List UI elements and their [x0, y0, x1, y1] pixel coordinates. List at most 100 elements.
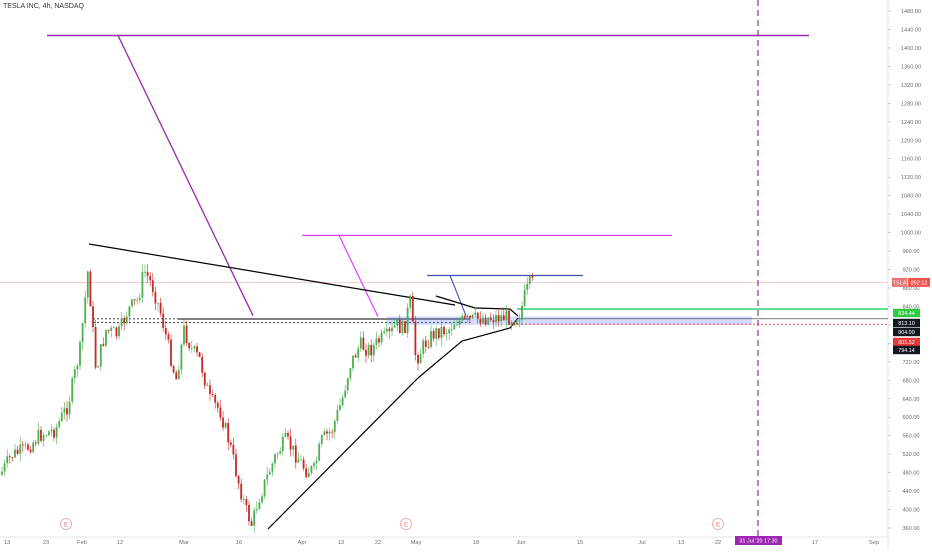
earnings-marker-icon[interactable]: [712, 518, 724, 530]
y-tick-label: 1440.00: [901, 27, 921, 33]
x-tick-label: 22: [375, 540, 381, 546]
candle-body: [435, 328, 438, 339]
candle-body: [333, 421, 336, 433]
candle-body: [404, 321, 406, 333]
price-badge-label: 813.10: [898, 321, 915, 327]
candle-body: [385, 328, 388, 332]
earnings-marker-icon[interactable]: [400, 518, 412, 530]
candle-body: [133, 299, 136, 301]
candle-body: [349, 368, 352, 379]
cursor-time-badge-bg: [735, 536, 782, 545]
candle-body: [203, 372, 206, 386]
y-tick-label: 1040.00: [901, 212, 921, 218]
candle-body: [495, 315, 497, 323]
candle-body: [105, 329, 107, 346]
candle-body: [352, 355, 354, 369]
candle-body: [209, 385, 211, 395]
candle-body: [263, 479, 266, 497]
candle-body: [393, 325, 396, 328]
candle-body: [138, 297, 141, 300]
candle-body: [370, 344, 373, 356]
candle-body: [68, 401, 71, 415]
candle-body: [292, 445, 295, 450]
y-tick-label: 520.00: [902, 452, 919, 458]
x-tick-label: 13: [4, 540, 10, 546]
candle-body: [94, 326, 97, 368]
y-tick-label: 960.00: [902, 249, 919, 255]
candle-body: [66, 408, 68, 415]
candle-body: [34, 442, 37, 444]
candle-body: [271, 463, 274, 473]
candle-body: [235, 454, 237, 476]
candle-body: [258, 502, 261, 510]
candle-body: [131, 299, 133, 307]
candle-body: [167, 334, 170, 340]
y-tick-label: 560.00: [902, 434, 919, 440]
y-tick-label: 360.00: [902, 526, 919, 532]
candle-body: [250, 521, 253, 526]
candle-body: [492, 320, 495, 323]
candle-body: [300, 459, 302, 461]
y-tick-label: 1280.00: [901, 101, 921, 107]
candle-body: [380, 332, 383, 343]
price-badge-bg: [893, 308, 920, 318]
candle-body: [313, 462, 315, 466]
symbol-badge-bg: [892, 277, 907, 287]
candle-body: [245, 499, 248, 505]
candle-body: [55, 426, 58, 438]
candle-body: [14, 449, 16, 458]
candle-body: [237, 475, 240, 484]
candle-body: [307, 472, 310, 478]
candle-body: [40, 429, 42, 441]
support-zone: [387, 316, 752, 325]
candle-body: [180, 344, 183, 370]
candle-body: [427, 346, 430, 348]
price-badge-bg: [893, 337, 920, 347]
candle-body: [255, 509, 258, 511]
candle-body: [125, 316, 128, 324]
earnings-marker-label: E: [716, 523, 720, 529]
y-tick-label: 1240.00: [901, 120, 921, 126]
candle-body: [484, 318, 487, 325]
candle-body: [388, 328, 391, 332]
candle-body: [76, 365, 79, 370]
candle-body: [214, 395, 217, 403]
candle-body: [378, 338, 380, 343]
last-price-badge-label: 892.12: [911, 280, 928, 286]
candle-body: [37, 429, 40, 444]
candle-body: [190, 348, 193, 349]
y-tick-label: 1160.00: [901, 157, 921, 163]
candle-body: [437, 328, 440, 338]
x-tick-label: May: [411, 540, 422, 546]
candle-body: [424, 340, 427, 347]
candle-body: [362, 337, 365, 350]
x-tick-label: Apr: [298, 540, 307, 546]
candle-body: [154, 292, 157, 304]
candle-body: [383, 331, 386, 333]
candle-body: [432, 331, 435, 339]
candle-body: [27, 444, 29, 450]
ascending-trendline: [267, 377, 419, 530]
candle-body: [326, 431, 328, 434]
earnings-marker-icon[interactable]: [60, 518, 72, 530]
candle-body: [279, 451, 282, 454]
y-tick-label: 720.00: [902, 360, 919, 366]
y-tick-label: 880.00: [902, 286, 919, 292]
candle-body: [422, 340, 425, 355]
candle-body: [445, 333, 448, 335]
price-badge-label: 801.52: [898, 340, 915, 346]
candle-body: [141, 271, 144, 298]
candle-body: [391, 327, 393, 332]
y-tick-label: 1200.00: [901, 138, 921, 144]
earnings-marker-label: E: [64, 523, 68, 529]
candle-body: [102, 344, 105, 346]
candle-body: [453, 324, 456, 330]
candle-body: [476, 312, 479, 319]
x-tick-label: 13: [678, 540, 684, 546]
x-tick-label: Jun: [516, 540, 525, 546]
candle-body: [474, 312, 477, 315]
candle-body: [157, 302, 159, 304]
candle-body: [107, 329, 110, 331]
